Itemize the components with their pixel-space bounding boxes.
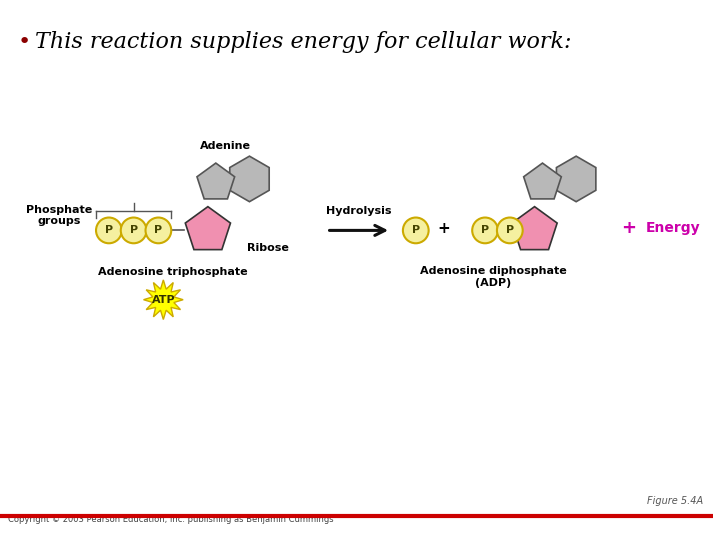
Text: Copyright © 2003 Pearson Education, Inc. publishing as Benjamin Cummings: Copyright © 2003 Pearson Education, Inc.… (8, 515, 333, 524)
Circle shape (145, 218, 171, 244)
Polygon shape (230, 156, 269, 202)
Text: P: P (481, 225, 489, 235)
Text: P: P (130, 225, 138, 235)
Circle shape (121, 218, 146, 244)
Text: ATP: ATP (151, 295, 175, 305)
Circle shape (403, 218, 428, 244)
Circle shape (96, 218, 122, 244)
Text: P: P (505, 225, 514, 235)
Text: Ribose: Ribose (248, 243, 289, 253)
Circle shape (472, 218, 498, 244)
Text: •: • (18, 32, 31, 52)
Text: +: + (437, 221, 450, 236)
Polygon shape (512, 207, 557, 249)
Text: Energy: Energy (646, 221, 701, 235)
Text: P: P (154, 225, 163, 235)
Text: P: P (105, 225, 113, 235)
Circle shape (497, 218, 523, 244)
Text: This reaction supplies energy for cellular work:: This reaction supplies energy for cellul… (35, 31, 571, 53)
Polygon shape (197, 163, 235, 199)
Text: +: + (621, 219, 636, 238)
Text: Hydrolysis: Hydrolysis (326, 206, 392, 215)
Text: Figure 5.4A: Figure 5.4A (647, 496, 703, 505)
Polygon shape (557, 156, 596, 202)
Text: Phosphate
groups: Phosphate groups (26, 205, 93, 226)
Text: Adenine: Adenine (200, 141, 251, 151)
Polygon shape (523, 163, 562, 199)
Polygon shape (185, 207, 230, 249)
Text: P: P (412, 225, 420, 235)
Polygon shape (143, 280, 183, 320)
Text: Adenosine triphosphate: Adenosine triphosphate (99, 267, 248, 277)
Text: Adenosine diphosphate
(ADP): Adenosine diphosphate (ADP) (420, 266, 567, 288)
